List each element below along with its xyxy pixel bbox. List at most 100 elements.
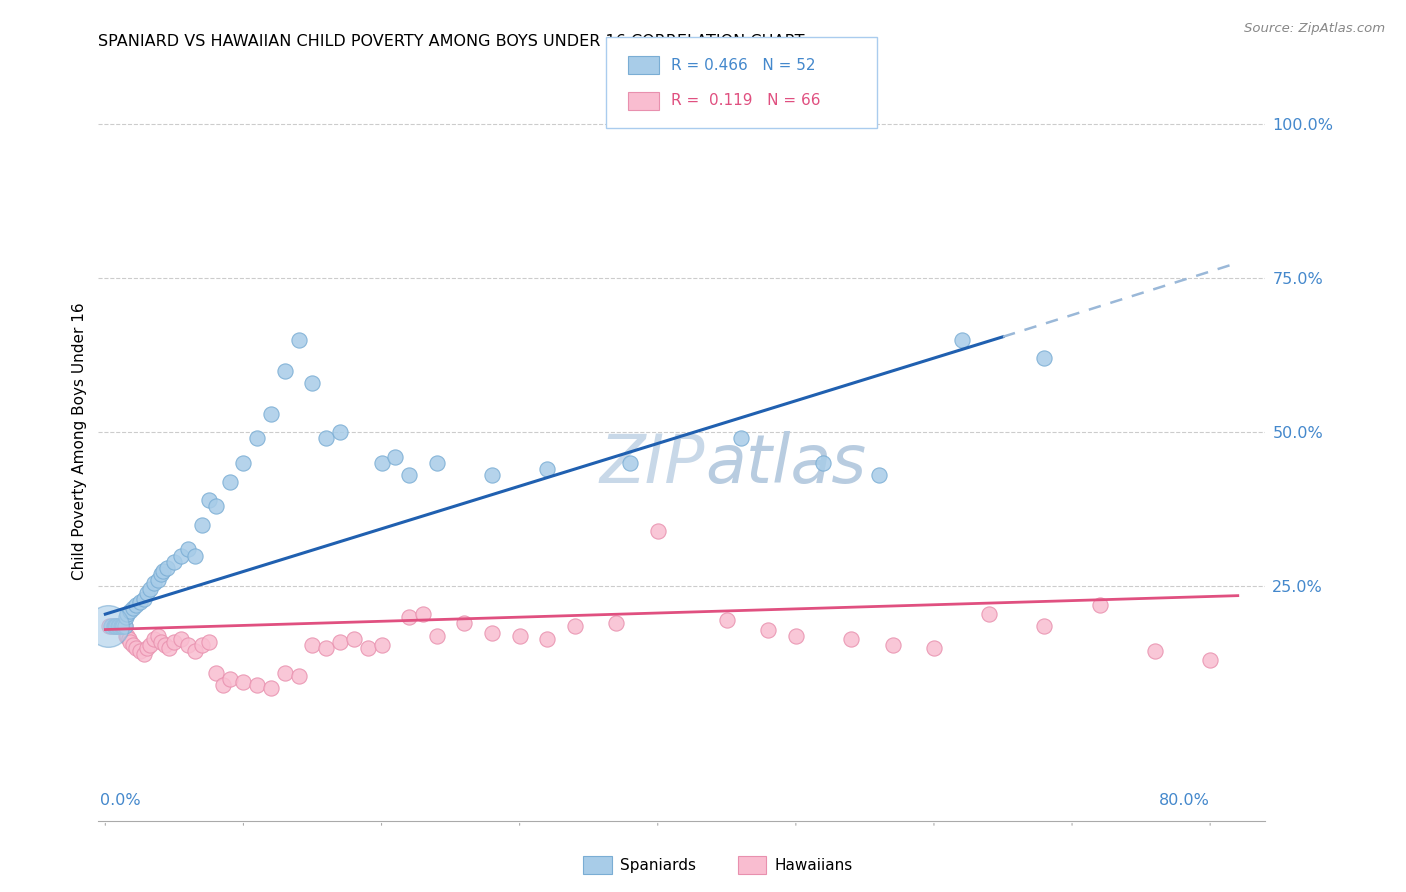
Text: Source: ZipAtlas.com: Source: ZipAtlas.com — [1244, 22, 1385, 36]
Point — [922, 641, 945, 656]
Text: Spaniards: Spaniards — [620, 858, 696, 872]
Point — [177, 542, 200, 557]
Point — [384, 450, 406, 464]
Point — [329, 425, 352, 440]
Point — [184, 644, 207, 658]
Point — [115, 610, 138, 624]
Point — [170, 549, 193, 563]
Point — [260, 681, 283, 695]
Point — [950, 333, 973, 347]
Point — [105, 619, 128, 633]
Point — [647, 524, 669, 538]
Point — [111, 619, 134, 633]
Point — [329, 635, 352, 649]
Point — [232, 456, 254, 470]
Point — [138, 582, 160, 597]
Point — [153, 638, 176, 652]
Point — [453, 616, 475, 631]
Point — [370, 638, 392, 652]
Point — [756, 623, 779, 637]
Point — [100, 619, 122, 633]
Point — [117, 629, 139, 643]
Point — [370, 456, 392, 470]
Point — [536, 462, 558, 476]
Point — [218, 672, 240, 686]
Point — [868, 468, 890, 483]
Point — [128, 644, 150, 658]
Point — [138, 638, 160, 652]
Point — [184, 549, 207, 563]
Point — [120, 604, 142, 618]
Point — [108, 619, 131, 633]
Point — [112, 619, 135, 633]
Point — [1199, 653, 1222, 667]
Point — [191, 517, 214, 532]
Point — [287, 333, 309, 347]
Point — [260, 407, 283, 421]
Point — [149, 635, 172, 649]
Point — [198, 493, 221, 508]
Point — [122, 638, 145, 652]
Point — [412, 607, 434, 621]
Point — [232, 675, 254, 690]
Point — [211, 678, 233, 692]
Point — [813, 456, 835, 470]
Point — [481, 468, 503, 483]
Point — [142, 576, 165, 591]
Point — [1033, 619, 1056, 633]
Point — [315, 641, 337, 656]
Point — [619, 456, 641, 470]
Text: Hawaiians: Hawaiians — [775, 858, 853, 872]
Point — [198, 635, 221, 649]
Point — [357, 641, 380, 656]
Point — [536, 632, 558, 646]
Point — [101, 619, 124, 633]
Point — [132, 647, 155, 661]
Point — [149, 567, 172, 582]
Point — [118, 632, 141, 646]
Point — [142, 632, 165, 646]
Point — [274, 665, 297, 680]
Point — [110, 619, 132, 633]
Point — [246, 678, 269, 692]
Point — [979, 607, 1001, 621]
Point — [135, 641, 157, 656]
Point — [287, 669, 309, 683]
Point — [191, 638, 214, 652]
Point — [398, 610, 420, 624]
Point — [122, 601, 145, 615]
Point — [274, 364, 297, 378]
Point — [135, 585, 157, 599]
Text: atlas: atlas — [706, 432, 866, 497]
Point — [343, 632, 366, 646]
Point — [152, 564, 174, 578]
Point — [114, 619, 136, 633]
Point — [315, 432, 337, 446]
Point — [301, 638, 323, 652]
Text: R = 0.466   N = 52: R = 0.466 N = 52 — [671, 58, 815, 72]
Text: SPANIARD VS HAWAIIAN CHILD POVERTY AMONG BOYS UNDER 16 CORRELATION CHART: SPANIARD VS HAWAIIAN CHILD POVERTY AMONG… — [98, 34, 804, 49]
Point — [509, 629, 531, 643]
Point — [112, 619, 135, 633]
Point — [108, 619, 131, 633]
Point — [426, 456, 449, 470]
Point — [1033, 351, 1056, 366]
Point — [125, 641, 148, 656]
Point — [177, 638, 200, 652]
Point — [128, 595, 150, 609]
Point — [204, 500, 226, 514]
Point — [398, 468, 420, 483]
Point — [426, 629, 449, 643]
Point — [218, 475, 240, 489]
Point — [117, 607, 139, 621]
Point — [146, 573, 169, 587]
Point — [146, 629, 169, 643]
Point — [481, 625, 503, 640]
Point — [103, 619, 125, 633]
Point — [97, 619, 120, 633]
Point — [115, 629, 138, 643]
Text: R =  0.119   N = 66: R = 0.119 N = 66 — [671, 94, 820, 108]
Point — [204, 665, 226, 680]
Point — [730, 432, 752, 446]
Point — [107, 619, 129, 633]
